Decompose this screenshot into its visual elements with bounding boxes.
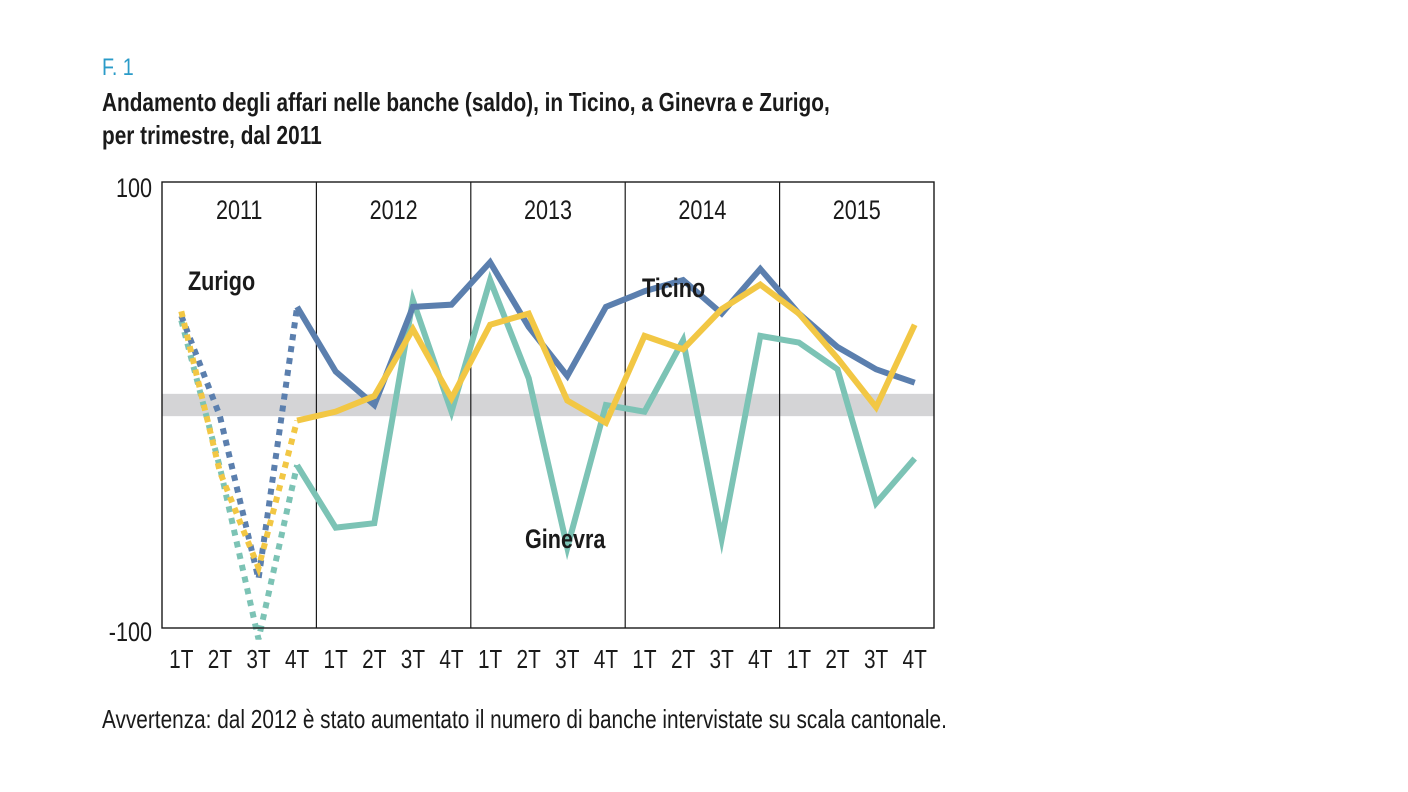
x-tick-label: 4T (439, 645, 463, 674)
neutral-band (162, 393, 934, 417)
year-label: 2013 (524, 196, 572, 226)
x-tick-label: 3T (246, 645, 270, 674)
y-tick-label: 100 (116, 174, 152, 204)
plot-frame (161, 181, 935, 629)
x-tick-label: 1T (787, 645, 811, 674)
x-tick-label: 1T (478, 645, 502, 674)
year-label: 2014 (678, 196, 726, 226)
x-tick-label: 4T (285, 645, 309, 674)
x-tick-label: 4T (903, 645, 927, 674)
x-tick-label: 4T (748, 645, 772, 674)
chart-title-line-1: Andamento degli affari nelle banche (sal… (102, 87, 830, 117)
x-tick-label: 2T (671, 645, 695, 674)
x-tick-label: 2T (825, 645, 849, 674)
series-line-ginevra-estimate (178, 319, 301, 640)
series-line-ticino-estimate (178, 306, 301, 580)
series-line-zurigo (296, 280, 918, 428)
x-tick-label: 4T (594, 645, 618, 674)
x-tick-label: 3T (555, 645, 579, 674)
series-line-ginevra (294, 270, 917, 561)
x-tick-label: 1T (324, 645, 348, 674)
series-line-ticino (294, 257, 916, 411)
chart-title: Andamento degli affari nelle banche (sal… (102, 86, 830, 152)
figure-label: F. 1 (102, 54, 134, 81)
series-label-zurigo: Zurigo (188, 267, 255, 297)
series-line-zurigo-estimate (178, 310, 301, 578)
x-tick-label: 2T (208, 645, 232, 674)
x-tick-label: 2T (362, 645, 386, 674)
x-tick-label: 1T (169, 645, 193, 674)
y-tick-label: -100 (109, 618, 152, 648)
year-label: 2012 (370, 196, 418, 226)
year-label: 2015 (833, 196, 881, 226)
x-tick-label: 3T (710, 645, 734, 674)
series-label-ginevra: Ginevra (525, 525, 606, 555)
x-tick-label: 3T (401, 645, 425, 674)
chart-title-line-2: per trimestre, dal 2011 (102, 120, 322, 150)
chart-note: Avvertenza: dal 2012 è stato aumentato i… (102, 704, 947, 734)
x-tick-label: 2T (517, 645, 541, 674)
x-tick-label: 1T (632, 645, 656, 674)
x-tick-label: 3T (864, 645, 888, 674)
year-label: 2011 (216, 196, 262, 226)
series-label-ticino: Ticino (642, 274, 705, 304)
